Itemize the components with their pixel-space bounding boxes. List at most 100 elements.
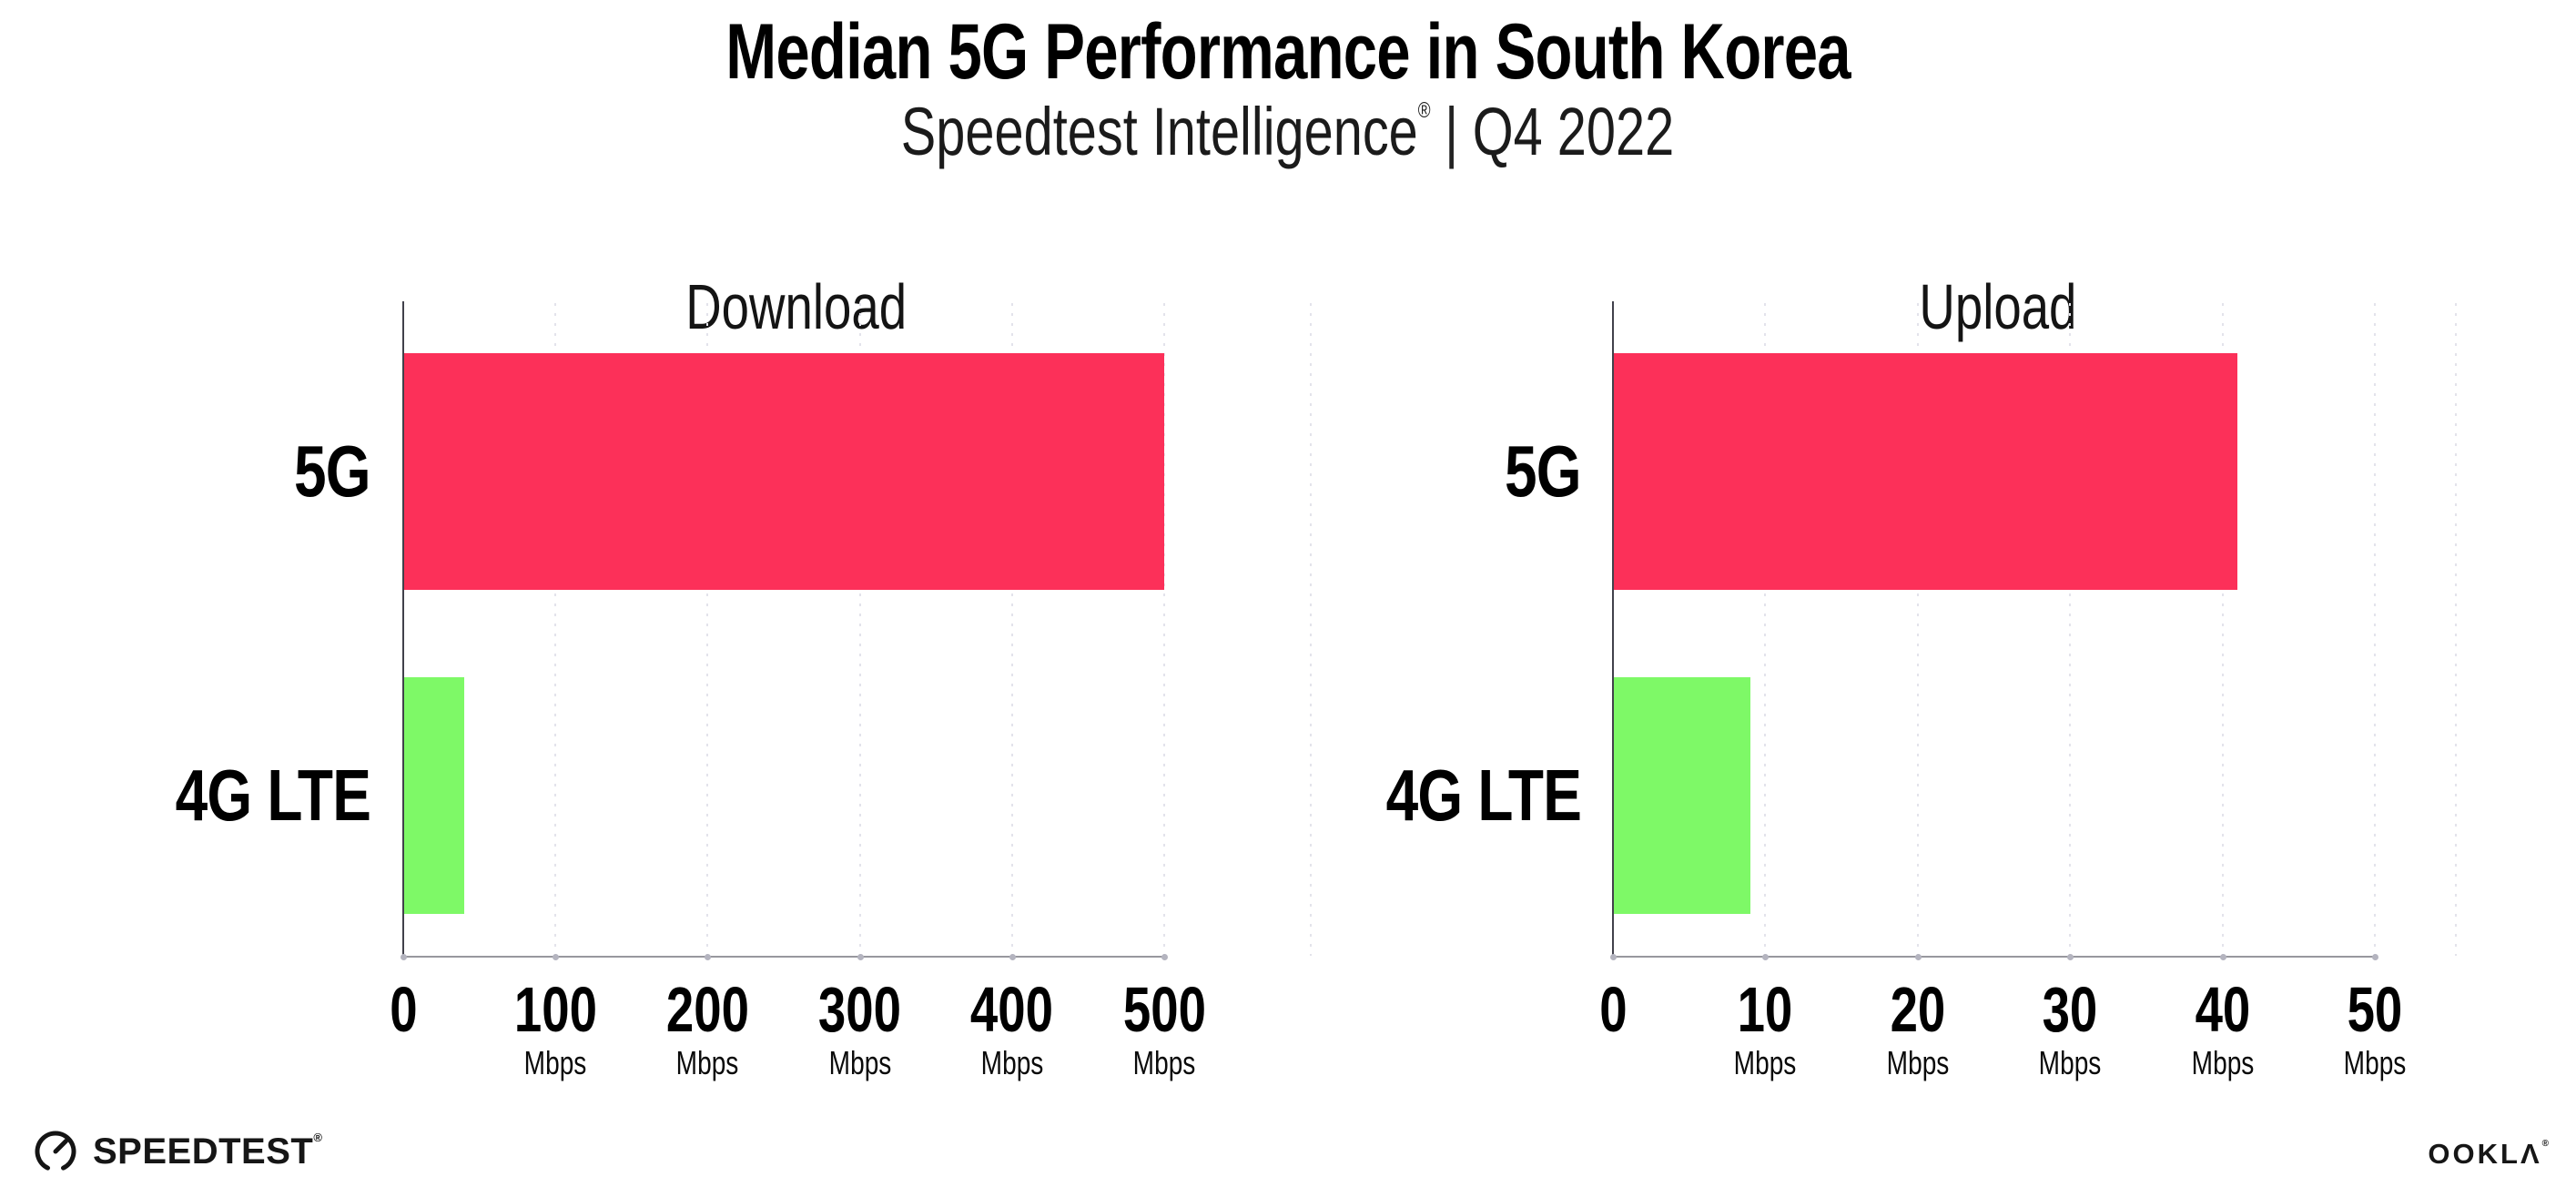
gridline <box>2221 303 2224 956</box>
x-tick-unit-label: Mbps <box>571 1047 844 1080</box>
gridline <box>858 303 861 956</box>
x-tick-unit-text: Mbps <box>1886 1044 1950 1081</box>
x-tick-label: 40 <box>2086 978 2359 1041</box>
subtitle-separator: | <box>1445 94 1459 169</box>
x-tick-label-text: 500 <box>1122 974 1206 1045</box>
x-tick-label-text: 400 <box>970 974 1054 1045</box>
axis-tick-dot <box>1161 954 1168 960</box>
gridline <box>1010 303 1013 956</box>
gridline <box>2069 303 2072 956</box>
x-tick-label: 50 <box>2238 978 2511 1041</box>
x-tick-unit-label: Mbps <box>876 1047 1149 1080</box>
axis-tick-dot <box>857 954 864 960</box>
gridline-panel-edge <box>2455 303 2457 956</box>
x-tick-unit-label: Mbps <box>2238 1047 2511 1080</box>
gridline <box>1916 303 1919 956</box>
x-tick-unit-text: Mbps <box>676 1044 739 1081</box>
x-tick-label: 30 <box>1933 978 2206 1041</box>
x-tick-unit-label: Mbps <box>1781 1047 2054 1080</box>
x-tick-unit-text: Mbps <box>523 1044 587 1081</box>
x-tick-unit-label: Mbps <box>724 1047 997 1080</box>
x-tick-unit-text: Mbps <box>980 1044 1044 1081</box>
x-tick-label: 0 <box>267 978 540 1041</box>
subtitle-period: Q4 2022 <box>1473 94 1675 169</box>
y-axis-line <box>1612 301 1614 958</box>
x-tick-label: 400 <box>876 978 1149 1041</box>
bar-4g-lte <box>403 677 464 914</box>
x-tick-label: 20 <box>1781 978 2054 1041</box>
x-tick-label: 500 <box>1028 978 1301 1041</box>
axis-tick-dot <box>2067 954 2074 960</box>
subtitle-brand: Speedtest Intelligence <box>901 94 1419 169</box>
ookla-logo: OOKLΛ® <box>2428 1138 2549 1170</box>
category-label-text: 5G <box>1505 431 1582 512</box>
x-tick-label-text: 0 <box>1598 974 1628 1045</box>
x-tick-unit-text: Mbps <box>828 1044 891 1081</box>
x-tick-unit-text: Mbps <box>2038 1044 2102 1081</box>
x-tick-label-text: 300 <box>818 974 902 1045</box>
gridline <box>1163 303 1165 956</box>
ookla-logo-text: OOKLΛ® <box>2428 1138 2549 1170</box>
axis-tick-dot <box>553 954 560 960</box>
x-tick-label: 100 <box>419 978 692 1041</box>
bar-4g-lte <box>1613 677 1750 914</box>
category-label-5g: 5G <box>275 431 371 512</box>
axis-tick-dot <box>1762 954 1770 960</box>
gridline <box>2374 303 2376 956</box>
x-tick-unit-label: Mbps <box>1628 1047 1902 1080</box>
gridline <box>706 303 709 956</box>
x-tick-label-text: 40 <box>2195 974 2250 1045</box>
page-subtitle: Speedtest Intelligence® | Q4 2022 <box>0 98 2576 166</box>
x-tick-unit-label: Mbps <box>2086 1047 2359 1080</box>
category-label-5g: 5G <box>1486 431 1582 512</box>
gridline <box>554 303 557 956</box>
axis-tick-dot <box>401 954 407 960</box>
speedtest-logo-text: SPEEDTEST® <box>93 1131 323 1172</box>
gridline-panel-edge <box>1310 303 1312 956</box>
x-tick-label-text: 20 <box>1890 974 1946 1045</box>
axis-tick-dot <box>1009 954 1016 960</box>
page-title-text: Median 5G Performance in South Korea <box>725 8 1851 96</box>
page-subtitle-text: Speedtest Intelligence® | Q4 2022 <box>901 98 1674 166</box>
axis-tick-dot <box>1610 954 1617 960</box>
x-tick-unit-text: Mbps <box>1734 1044 1797 1081</box>
x-axis-line <box>1613 956 2375 958</box>
bar-5g <box>1613 353 2238 590</box>
x-tick-unit-text: Mbps <box>2191 1044 2254 1081</box>
x-tick-label-text: 0 <box>389 974 418 1045</box>
x-tick-unit-text: Mbps <box>1132 1044 1196 1081</box>
speedtest-gauge-icon <box>35 1131 76 1171</box>
x-tick-label-text: 100 <box>513 974 597 1045</box>
download-chart-title: Download <box>685 271 908 343</box>
category-label-text: 4G LTE <box>1385 755 1582 836</box>
x-tick-label-text: 50 <box>2347 974 2403 1045</box>
axis-tick-dot <box>705 954 712 960</box>
x-tick-label: 300 <box>724 978 997 1041</box>
x-tick-label: 0 <box>1476 978 1749 1041</box>
x-tick-label-text: 10 <box>1738 974 1793 1045</box>
bar-5g <box>403 353 1164 590</box>
x-tick-unit-label: Mbps <box>1028 1047 1301 1080</box>
x-tick-label-text: 200 <box>665 974 749 1045</box>
registered-mark-icon: ® <box>1418 98 1432 123</box>
x-tick-label-text: 30 <box>2042 974 2098 1045</box>
x-tick-unit-label: Mbps <box>419 1047 692 1080</box>
speedtest-registered-mark: ® <box>313 1131 323 1144</box>
category-label-text: 4G LTE <box>175 755 371 836</box>
x-tick-label: 10 <box>1628 978 1902 1041</box>
x-axis-line <box>403 956 1164 958</box>
x-tick-unit-text: Mbps <box>2343 1044 2407 1081</box>
axis-tick-dot <box>2372 954 2378 960</box>
axis-tick-dot <box>2219 954 2226 960</box>
x-tick-unit-label: Mbps <box>1933 1047 2206 1080</box>
axis-tick-dot <box>1914 954 1922 960</box>
category-label-4g-lte: 4G LTE <box>1337 755 1582 836</box>
upload-chart-title: Upload <box>1919 271 2077 343</box>
category-label-text: 5G <box>294 431 371 512</box>
x-tick-label: 200 <box>571 978 844 1041</box>
y-axis-line <box>402 301 404 958</box>
ookla-registered-mark: ® <box>2541 1139 2549 1149</box>
page-title: Median 5G Performance in South Korea <box>0 13 2576 91</box>
gridline <box>1764 303 1767 956</box>
speedtest-logo: SPEEDTEST® <box>33 1129 322 1174</box>
